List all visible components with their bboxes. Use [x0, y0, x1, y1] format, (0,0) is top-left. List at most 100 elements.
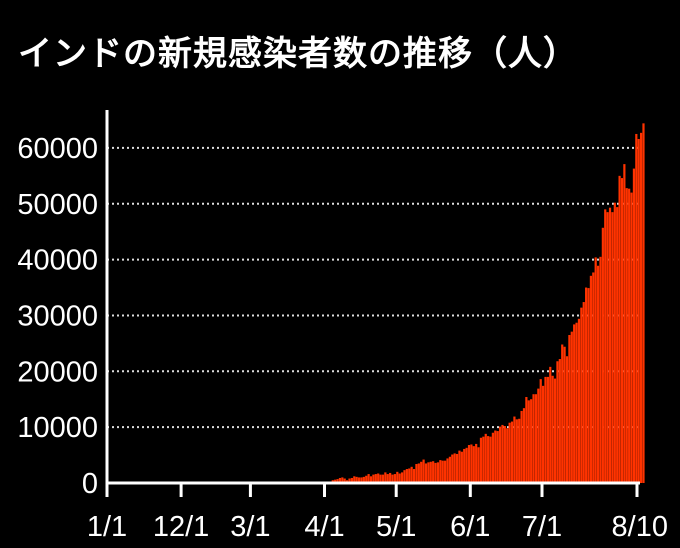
bar	[503, 426, 506, 483]
bar	[417, 463, 420, 483]
bar	[415, 464, 418, 483]
bar	[441, 460, 444, 483]
y-tick-label: 20000	[17, 356, 98, 388]
bar	[575, 322, 578, 483]
bar	[589, 275, 593, 483]
bar	[470, 444, 473, 483]
bar	[623, 164, 626, 483]
bar	[551, 375, 554, 483]
bar	[635, 133, 638, 483]
bar	[381, 474, 385, 483]
bar	[508, 422, 511, 483]
bar	[374, 474, 377, 483]
bar	[484, 433, 487, 483]
bar	[439, 460, 442, 483]
bar	[596, 265, 600, 483]
bar	[537, 388, 540, 483]
bar	[577, 318, 581, 483]
bar	[372, 474, 375, 483]
bar	[592, 272, 595, 483]
bar	[606, 212, 609, 483]
x-tick-label: 4/1	[304, 511, 344, 543]
bar	[377, 473, 380, 483]
x-tick-label: 6/1	[450, 511, 490, 543]
bar	[410, 466, 413, 483]
x-tick-label: 12/1	[153, 511, 209, 543]
bar	[479, 437, 483, 483]
bar	[544, 376, 547, 483]
bar	[637, 138, 640, 484]
bar	[527, 400, 530, 483]
bar	[455, 453, 459, 483]
x-tick-label: 3/1	[230, 511, 270, 543]
bar	[379, 474, 382, 483]
bar	[403, 470, 406, 483]
bar	[465, 447, 468, 483]
bar	[451, 454, 454, 483]
bar	[463, 448, 466, 483]
bar	[532, 394, 535, 483]
bar	[334, 479, 337, 483]
y-tick-label: 10000	[17, 412, 98, 444]
bar	[494, 430, 497, 483]
bar	[640, 132, 643, 484]
bar	[448, 456, 451, 483]
bar	[611, 212, 614, 483]
bar	[628, 188, 631, 483]
bar	[482, 436, 485, 483]
bar	[608, 207, 612, 483]
bar	[496, 431, 499, 483]
bar	[396, 471, 399, 483]
bar	[384, 472, 387, 483]
bar	[336, 479, 339, 483]
bar	[573, 324, 576, 483]
bar	[561, 344, 564, 483]
bar	[338, 477, 342, 483]
bar	[570, 331, 573, 483]
y-tick-label: 0	[82, 468, 98, 500]
bar	[343, 478, 346, 483]
bar	[585, 287, 588, 483]
bar	[405, 469, 408, 483]
bar	[582, 302, 585, 483]
bar	[489, 436, 492, 483]
bar	[353, 476, 356, 483]
bar	[420, 461, 423, 483]
bar	[472, 446, 475, 483]
bar	[427, 462, 430, 483]
bar	[580, 307, 583, 483]
bar	[625, 188, 628, 483]
bar	[367, 474, 370, 483]
bar	[522, 408, 526, 483]
bar	[601, 227, 604, 483]
bar	[369, 476, 373, 483]
bar	[350, 477, 353, 483]
bar	[429, 461, 432, 483]
bar	[525, 396, 528, 483]
bar	[434, 462, 437, 483]
bar	[620, 178, 624, 483]
bar	[348, 478, 351, 483]
bar	[498, 426, 502, 483]
bar	[453, 453, 456, 483]
bar	[436, 462, 440, 483]
bar	[460, 451, 463, 483]
bar	[565, 356, 569, 483]
bar	[446, 458, 449, 483]
bar	[558, 359, 561, 483]
bar	[458, 450, 461, 483]
bar	[389, 472, 392, 483]
bar	[539, 379, 542, 483]
bar	[365, 475, 368, 483]
bar	[613, 202, 616, 483]
bar	[393, 474, 397, 483]
bar	[546, 376, 549, 483]
bar	[618, 175, 621, 483]
bar	[432, 461, 435, 483]
bar	[467, 445, 471, 483]
bar	[518, 418, 521, 483]
bar	[568, 335, 571, 483]
bar	[515, 419, 518, 483]
x-tick-label: 8/10	[612, 511, 668, 543]
